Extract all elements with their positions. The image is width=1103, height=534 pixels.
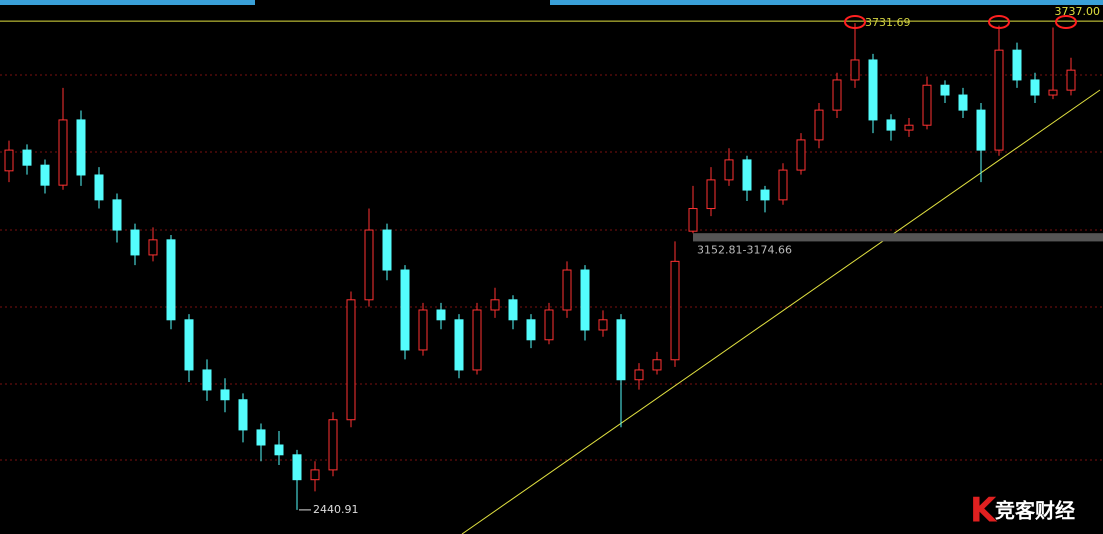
candle-body: [652, 359, 662, 371]
candle-body: [598, 319, 608, 331]
candle-body: [724, 159, 734, 181]
candle-body: [364, 229, 374, 301]
svg-text:K: K: [970, 491, 998, 531]
logo: K 竞客财经: [970, 491, 1075, 531]
candle-body: [706, 179, 716, 210]
candle-body: [868, 59, 878, 121]
candle-body: [274, 444, 284, 456]
candle-body: [112, 199, 122, 231]
candle-body: [346, 299, 356, 421]
candle-body: [742, 159, 752, 191]
gap-band: [693, 233, 1103, 242]
candle-body: [1048, 89, 1058, 96]
candle-body: [166, 239, 176, 321]
candle-body: [58, 119, 68, 186]
candle-body: [760, 189, 770, 201]
high-label: 3731.69: [865, 16, 911, 29]
candle-body: [1066, 69, 1076, 91]
candle-body: [94, 174, 104, 201]
candle-body: [220, 389, 230, 401]
candle-body: [526, 319, 536, 341]
candle-body: [310, 469, 320, 481]
grid: [0, 74, 1103, 461]
candle-body: [184, 319, 194, 371]
candle-body: [436, 309, 446, 321]
candle-body: [418, 309, 428, 351]
candle-body: [472, 309, 482, 371]
candle-body: [292, 454, 302, 481]
plot: 3152.81-3174.66 3737.00 3731.69 2440.91: [0, 5, 1103, 516]
candle-body: [922, 84, 932, 126]
reference-label: 3737.00: [1055, 5, 1101, 18]
candle-body: [904, 124, 914, 131]
low-label: 2440.91: [313, 503, 359, 516]
candle-body: [940, 84, 950, 96]
candle-body: [778, 169, 788, 201]
candle-body: [508, 299, 518, 321]
candle-body: [562, 269, 572, 311]
candle-body: [670, 260, 680, 361]
candle-body: [616, 319, 626, 381]
candle-body: [400, 269, 410, 351]
candle-body: [4, 149, 14, 172]
candle-body: [490, 299, 500, 311]
logo-text: 竞客财经: [995, 499, 1075, 523]
candle-body: [580, 269, 590, 331]
candle-body: [886, 119, 896, 131]
candle-body: [976, 109, 986, 151]
candle-body: [688, 208, 698, 232]
candle-body: [238, 399, 248, 431]
highlight-circles: [844, 15, 1077, 29]
candle-body: [796, 139, 806, 171]
gap-label: 3152.81-3174.66: [697, 243, 792, 256]
candle-body: [148, 239, 158, 256]
candle-body: [1030, 79, 1040, 96]
candle-body: [202, 369, 212, 391]
candle-body: [328, 419, 338, 471]
candle-body: [1012, 49, 1022, 81]
dot-strip: [0, 0, 1103, 5]
candle-body: [544, 309, 554, 341]
candle-body: [22, 149, 32, 166]
candle-body: [40, 164, 50, 186]
candle-body: [130, 229, 140, 256]
trend-line: [461, 89, 1101, 534]
candle-body: [832, 79, 842, 111]
candle-body: [994, 49, 1004, 151]
candle-body: [814, 109, 824, 141]
candle-body: [958, 94, 968, 111]
candle-body: [850, 59, 860, 81]
candle-body: [634, 369, 644, 381]
candle-body: [256, 429, 266, 446]
candle-body: [382, 229, 392, 271]
candle-body: [454, 319, 464, 371]
candle-body: [76, 119, 86, 176]
